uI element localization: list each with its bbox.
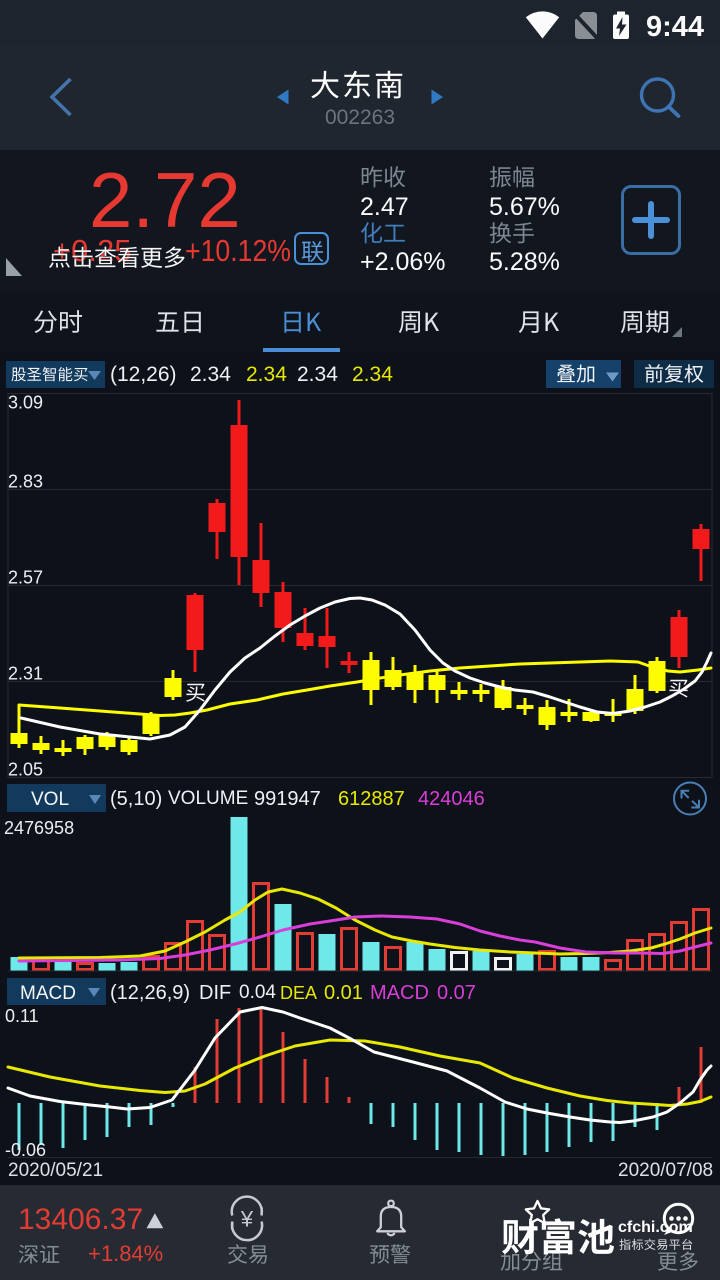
svg-text:¥: ¥ <box>240 1207 254 1232</box>
svg-text:3.09: 3.09 <box>8 393 43 413</box>
svg-text:2.05: 2.05 <box>8 760 43 779</box>
svg-text:2.83: 2.83 <box>8 472 43 492</box>
svg-text:2.31: 2.31 <box>8 664 43 684</box>
svg-text:0.11: 0.11 <box>5 1006 39 1026</box>
svg-text:2.57: 2.57 <box>8 568 43 588</box>
svg-text:-0.06: -0.06 <box>5 1140 46 1160</box>
